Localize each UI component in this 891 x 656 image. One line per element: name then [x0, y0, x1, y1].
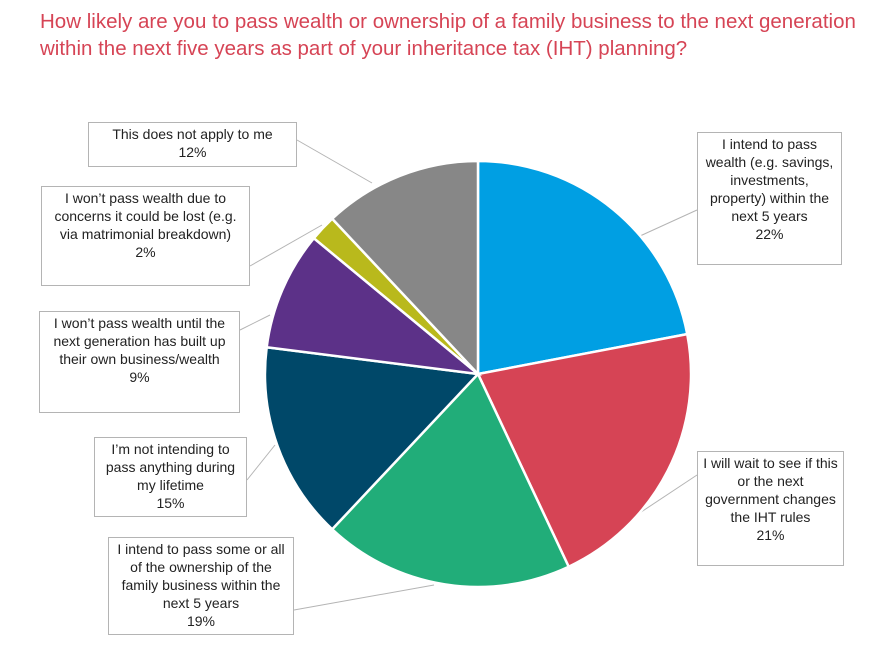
pie-slice: [330, 371, 571, 589]
slice-label: I’m not intending to pass anything durin…: [105, 441, 236, 493]
leader-line: [639, 209, 698, 237]
pie-slice: [330, 159, 480, 378]
slice-value: 21%: [756, 527, 785, 543]
data-label: I will wait to see if this or the next g…: [697, 451, 844, 566]
pie-slice: [265, 236, 483, 376]
slice-label: I intend to pass wealth (e.g. savings, i…: [705, 136, 834, 224]
data-label: I won’t pass wealth until the next gener…: [39, 311, 240, 413]
slice-value: 15%: [156, 495, 185, 511]
leader-line: [296, 139, 373, 184]
slice-label: This does not apply to me: [112, 126, 273, 142]
data-label: I won’t pass wealth due to concerns it c…: [41, 186, 250, 286]
leader-line: [246, 444, 276, 481]
leader-line: [249, 224, 323, 267]
leader-line: [239, 314, 271, 331]
slice-value: 22%: [755, 226, 784, 242]
slice-value: 19%: [186, 613, 216, 629]
slice-label: I will wait to see if this or the next g…: [703, 455, 838, 525]
data-label: I intend to pass some or all of the owne…: [108, 537, 294, 635]
slice-label: I won’t pass wealth until the next gener…: [53, 315, 226, 367]
pie-slices: [263, 159, 693, 589]
pie-slice: [476, 159, 689, 376]
slice-value: 9%: [129, 369, 150, 385]
slice-value: 2%: [135, 244, 156, 260]
leader-line: [293, 584, 435, 611]
pie-slice: [263, 345, 481, 532]
data-label: This does not apply to me 12%: [88, 122, 297, 167]
slice-label: I won’t pass wealth due to concerns it c…: [54, 190, 237, 242]
slice-value: 12%: [178, 144, 207, 160]
pie-slice: [476, 332, 693, 569]
slice-label: I intend to pass some or all of the owne…: [117, 541, 285, 611]
data-label: I’m not intending to pass anything durin…: [94, 437, 247, 517]
chart-title: How likely are you to pass wealth or own…: [40, 10, 856, 60]
data-label: I intend to pass wealth (e.g. savings, i…: [697, 132, 842, 265]
